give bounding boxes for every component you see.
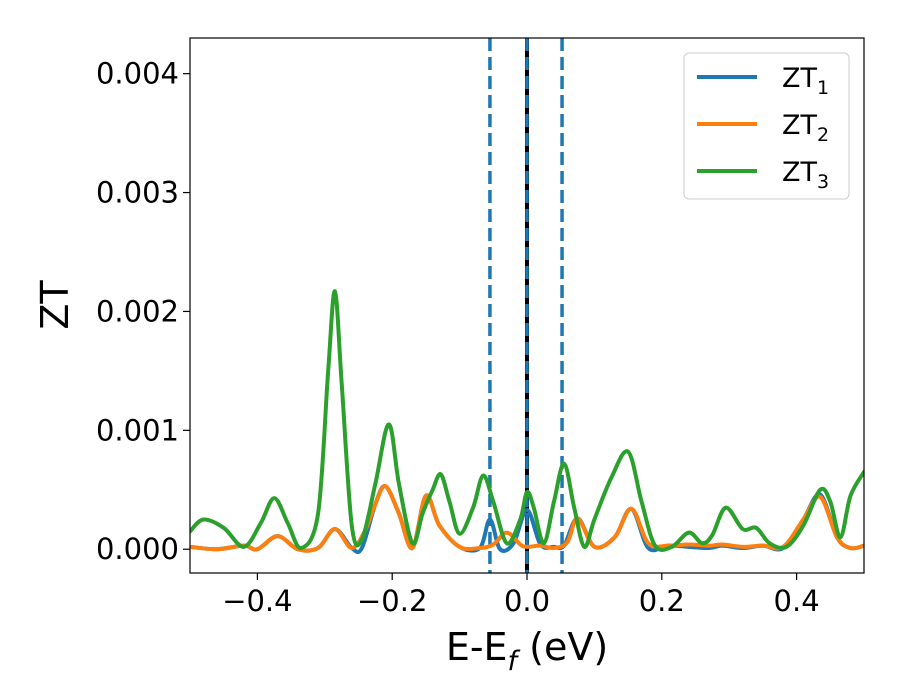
y-axis-ticks: 0.000 0.001 0.002 0.003 0.004 [96, 57, 190, 566]
x-tick-label: −0.2 [357, 584, 427, 618]
x-axis-label: E-Ef (eV) [446, 625, 608, 677]
x-tick-label: 0.0 [504, 584, 550, 618]
y-tick-label: 0.004 [96, 57, 179, 91]
x-axis-ticks: −0.4 −0.2 0.0 0.2 0.4 [222, 573, 820, 618]
legend-label-zt3: ZT3 [782, 157, 829, 193]
series-line-zt3 [190, 289, 864, 552]
x-axis-label-main: E-E [446, 625, 508, 669]
legend-label-zt2: ZT2 [782, 110, 829, 146]
series-line-zt2 [190, 484, 864, 553]
x-tick-label: 0.4 [774, 584, 820, 618]
legend: ZT1 ZT2 ZT3 [683, 52, 850, 200]
y-tick-label: 0.002 [96, 294, 179, 328]
x-axis-label-suffix: (eV) [517, 625, 608, 669]
y-tick-label: 0.003 [96, 176, 179, 210]
y-tick-label: 0.000 [96, 532, 179, 566]
y-axis-label: ZT [33, 280, 77, 330]
x-tick-label: −0.4 [222, 584, 292, 618]
legend-label-zt1: ZT1 [782, 63, 829, 99]
series-lines [190, 289, 864, 555]
x-tick-label: 0.2 [639, 584, 685, 618]
legend-box [683, 52, 850, 200]
y-tick-label: 0.001 [96, 413, 179, 447]
